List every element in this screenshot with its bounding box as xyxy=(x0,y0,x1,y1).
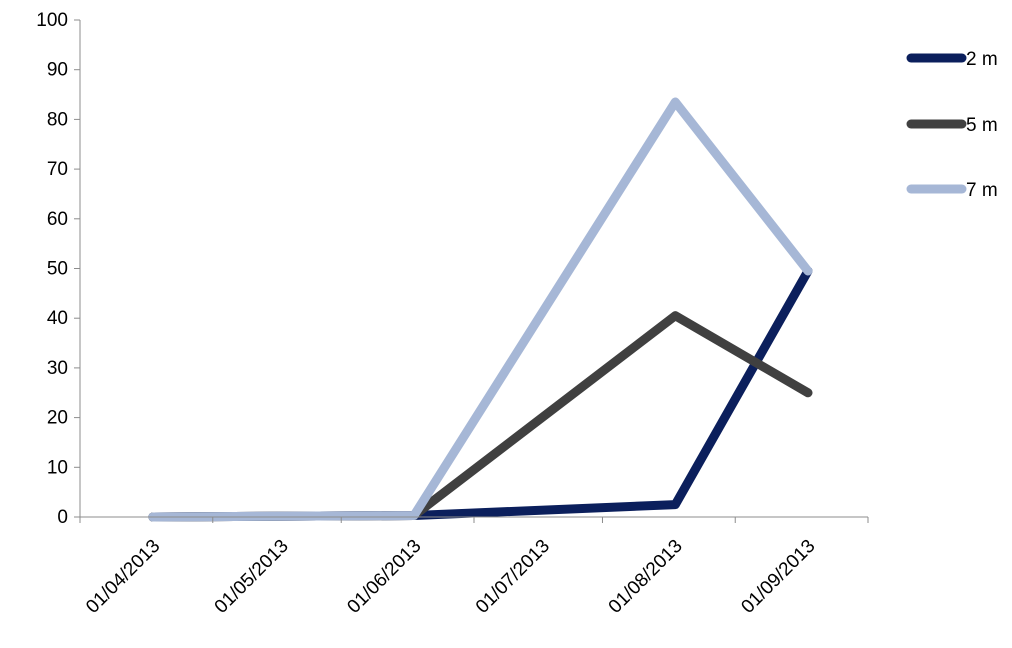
y-tick-label: 100 xyxy=(36,10,68,31)
y-tick-label: 60 xyxy=(47,209,68,230)
x-tick-label: 01/08/2013 xyxy=(605,536,687,618)
plot-area xyxy=(148,97,813,522)
series-line-7m xyxy=(148,97,813,522)
y-tick-label: 90 xyxy=(47,60,68,81)
x-tick-label: 01/07/2013 xyxy=(472,536,554,618)
axes: 0 10 20 30 40 50 60 70 80 90 100 01/04/2013 01/05/20… xyxy=(36,10,869,618)
x-tick-label: 01/09/2013 xyxy=(737,536,819,618)
legend-label: 7 m xyxy=(966,180,998,201)
y-tick-label: 50 xyxy=(47,259,68,280)
legend-label: 2 m xyxy=(966,49,998,70)
x-tick-label: 01/06/2013 xyxy=(343,536,425,618)
y-tick-label: 30 xyxy=(47,358,68,379)
y-tick-label: 80 xyxy=(47,109,68,130)
y-tick-label: 0 xyxy=(57,507,68,528)
y-tick-label: 70 xyxy=(47,159,68,180)
legend-label: 5 m xyxy=(966,115,998,136)
y-tick-label: 20 xyxy=(47,408,68,429)
series-line-2m xyxy=(148,266,813,522)
x-tick-label: 01/04/2013 xyxy=(82,536,164,618)
legend: 2 m 5 m 7 m xyxy=(906,49,998,201)
y-tick-label: 10 xyxy=(47,457,68,478)
y-tick-label: 40 xyxy=(47,308,68,329)
x-tick-label: 01/05/2013 xyxy=(211,536,293,618)
